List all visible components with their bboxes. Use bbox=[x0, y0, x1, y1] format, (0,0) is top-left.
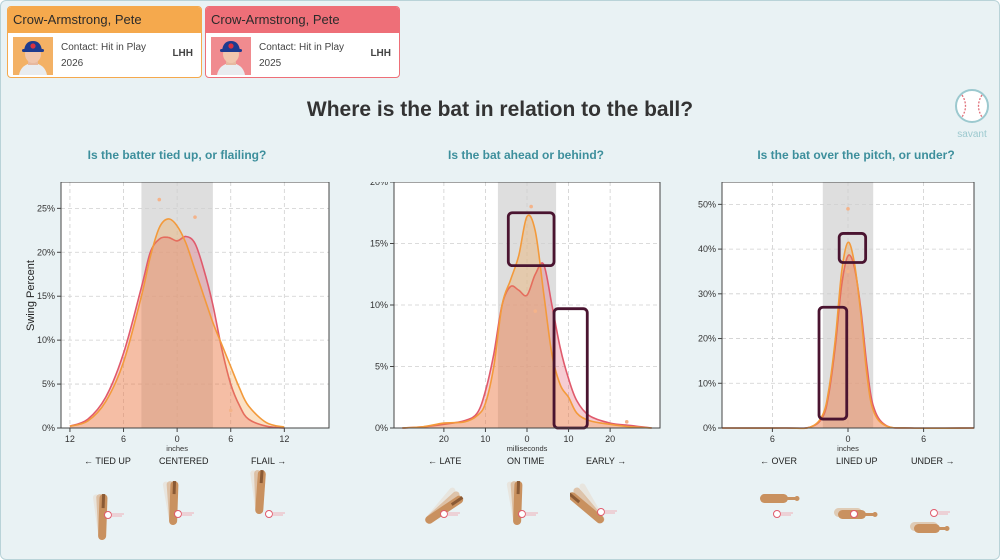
series-line-2025 bbox=[402, 262, 652, 429]
series-line-2026 bbox=[721, 241, 975, 430]
data-point bbox=[193, 215, 197, 219]
series-line-2026 bbox=[402, 214, 652, 429]
player-photo-icon bbox=[211, 37, 251, 75]
player-card-2026[interactable]: Crow-Armstrong, Pete Contact: Hit in Pla… bbox=[7, 6, 202, 78]
y-tick-label: 0% bbox=[375, 423, 388, 433]
y-tick-label: 10% bbox=[370, 300, 388, 310]
x-tick-label: 10 bbox=[564, 434, 574, 444]
y-tick-label: 20% bbox=[37, 247, 55, 257]
y-tick-label: 25% bbox=[37, 203, 55, 213]
chart-ahead-or-behind: 0% 5% 10% 15% 20% 20 10 0 10 20 milliseconds bbox=[370, 182, 661, 453]
x-tick-label: 6 bbox=[121, 434, 126, 444]
series-line-2026 bbox=[69, 218, 285, 428]
y-tick-label: 0% bbox=[703, 423, 716, 433]
batter-hand: LHH bbox=[172, 48, 193, 59]
chart-over-or-under: 0% 10% 20% 30% 40% 50% 6 0 6 inches bbox=[698, 182, 975, 453]
bat-lined-up-icon bbox=[834, 508, 878, 519]
series-area-2025 bbox=[402, 262, 652, 428]
series-line-2025 bbox=[69, 235, 285, 429]
bat-early-icon bbox=[570, 483, 617, 524]
category-label-lined-up: LINED UP bbox=[836, 456, 878, 466]
plot-border bbox=[60, 182, 330, 429]
bat-late-icon bbox=[424, 487, 464, 524]
savant-logo: savant bbox=[950, 86, 994, 142]
y-tick-label: 15% bbox=[370, 239, 388, 249]
player-name: Crow-Armstrong, Pete bbox=[206, 7, 399, 33]
x-tick-label: 12 bbox=[279, 434, 289, 444]
y-tick-label: 15% bbox=[37, 291, 55, 301]
chart-1-title: Is the batter tied up, or flailing? bbox=[87, 148, 267, 162]
player-name: Crow-Armstrong, Pete bbox=[8, 7, 201, 33]
x-tick-label: 12 bbox=[65, 434, 75, 444]
bat-over-icon bbox=[760, 494, 800, 518]
x-tick-label: 0 bbox=[175, 434, 180, 444]
x-tick-label: 20 bbox=[439, 434, 449, 444]
data-point bbox=[157, 197, 162, 202]
data-point bbox=[529, 204, 533, 209]
highlight-box bbox=[506, 211, 556, 268]
chart-3-title: Is the bat over the pitch, or under? bbox=[757, 148, 955, 162]
data-point bbox=[846, 269, 850, 274]
data-point bbox=[228, 408, 233, 413]
chart-2-title: Is the bat ahead or behind? bbox=[447, 148, 605, 162]
player-photo-icon bbox=[13, 37, 53, 75]
player-card-2025[interactable]: Crow-Armstrong, Pete Contact: Hit in Pla… bbox=[205, 6, 400, 78]
x-tick-label: 0 bbox=[524, 434, 529, 444]
data-point bbox=[846, 207, 850, 211]
bat-tied-up-icon bbox=[93, 493, 124, 541]
series-area-2026 bbox=[402, 215, 652, 428]
x-tick-label: 6 bbox=[228, 434, 233, 444]
x-tick-label: 20 bbox=[605, 434, 615, 444]
data-point bbox=[533, 309, 538, 313]
bat-flail-icon bbox=[250, 470, 285, 518]
y-tick-label: 40% bbox=[698, 244, 716, 254]
category-label-on-time: ON TIME bbox=[507, 456, 545, 466]
chart-tied-up-or-flailing: 0% 5% 10% 15% 20% 25% 12 6 0 6 12 inches bbox=[37, 182, 330, 453]
series-area-2025 bbox=[69, 236, 285, 428]
y-tick-label: 20% bbox=[370, 182, 388, 187]
x-axis-label: inches bbox=[166, 444, 188, 453]
highlight-box bbox=[837, 232, 868, 264]
category-label-under: UNDER → bbox=[911, 456, 955, 466]
y-tick-label: 20% bbox=[698, 334, 716, 344]
y-tick-label: 0% bbox=[42, 423, 55, 433]
y-tick-label: 5% bbox=[375, 362, 388, 372]
series-area-2026 bbox=[69, 218, 285, 428]
x-tick-label: 6 bbox=[770, 434, 775, 444]
category-label-over: ← OVER bbox=[760, 456, 798, 466]
y-tick-label: 30% bbox=[698, 289, 716, 299]
bat-on-time-icon bbox=[506, 480, 538, 526]
data-point bbox=[624, 420, 629, 424]
page-title: Where is the bat in relation to the ball… bbox=[306, 98, 694, 121]
y-tick-label: 5% bbox=[42, 379, 55, 389]
y-tick-label: 10% bbox=[37, 335, 55, 345]
x-axis-label: inches bbox=[837, 444, 859, 453]
card-year: 2026 bbox=[61, 58, 84, 69]
x-axis-label: milliseconds bbox=[507, 444, 548, 453]
baseball-icon bbox=[955, 89, 989, 123]
x-tick-label: 0 bbox=[845, 434, 850, 444]
category-label-flail: FLAIL → bbox=[251, 456, 287, 466]
category-label-centered: CENTERED bbox=[159, 456, 209, 466]
y-tick-label: 10% bbox=[698, 378, 716, 388]
card-year: 2025 bbox=[259, 58, 282, 69]
card-description: Contact: Hit in Play bbox=[61, 42, 147, 53]
highlight-box bbox=[817, 305, 849, 421]
category-label-tied-up: ← TIED UP bbox=[84, 456, 131, 466]
bat-under-icon bbox=[910, 509, 950, 533]
bat-centered-icon bbox=[162, 480, 194, 526]
y-tick-label: 50% bbox=[698, 199, 716, 209]
batter-hand: LHH bbox=[370, 48, 391, 59]
category-label-late: ← LATE bbox=[428, 456, 462, 466]
card-description: Contact: Hit in Play bbox=[259, 42, 345, 53]
x-tick-label: 6 bbox=[921, 434, 926, 444]
category-label-early: EARLY → bbox=[586, 456, 627, 466]
x-tick-label: 10 bbox=[480, 434, 490, 444]
logo-text: savant bbox=[957, 129, 987, 140]
